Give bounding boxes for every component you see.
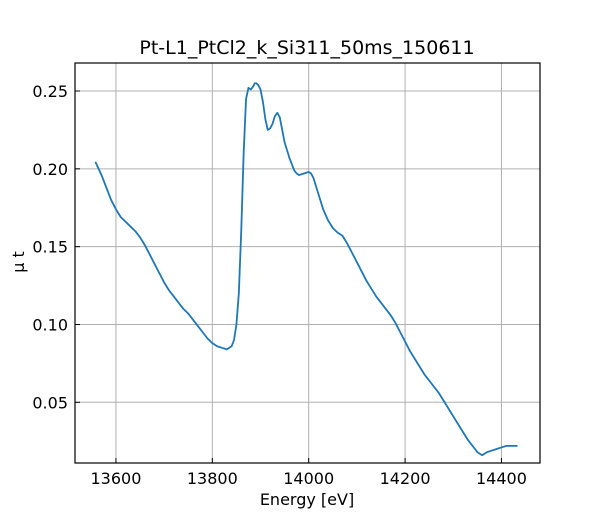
y-tick-label: 0.10	[32, 315, 68, 334]
y-tick-label: 0.15	[32, 238, 68, 257]
y-axis: 0.05 0.10 0.15 0.20 0.25	[32, 82, 80, 412]
x-tick-label: 14400	[476, 469, 527, 488]
y-tick-label: 0.05	[32, 393, 68, 412]
x-axis-label: Energy [eV]	[260, 490, 354, 509]
y-axis-label: μ t	[9, 251, 28, 273]
x-tick-label: 14200	[380, 469, 431, 488]
series-group	[94, 82, 518, 457]
y-tick-label: 0.20	[32, 160, 68, 179]
x-tick-label: 13800	[187, 469, 238, 488]
y-tick-label: 0.25	[32, 82, 68, 101]
plot-frame	[74, 62, 541, 464]
x-axis: 13600 13800 14000 14200 14400	[91, 458, 527, 488]
series-line	[94, 82, 518, 457]
grid	[75, 63, 540, 463]
x-tick-label: 13600	[91, 469, 142, 488]
chart-title: Pt-L1_PtCl2_k_Si311_50ms_150611	[139, 37, 474, 59]
x-tick-label: 14000	[283, 469, 334, 488]
